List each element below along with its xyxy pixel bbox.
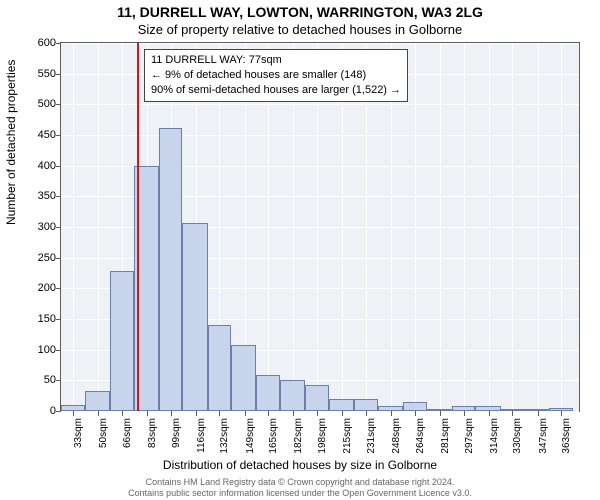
histogram-bar (231, 345, 256, 411)
histogram-bar (378, 406, 403, 411)
y-tick-label: 600 (26, 37, 56, 49)
x-tick-label: 363sqm (561, 418, 572, 456)
y-tick-label: 300 (26, 221, 56, 233)
x-tick-label: 314sqm (489, 418, 500, 456)
y-axis-label: Number of detached properties (4, 60, 18, 225)
x-tick-label: 50sqm (98, 418, 109, 456)
histogram-bar (159, 128, 183, 411)
histogram-bar (452, 406, 476, 411)
x-tick-label: 215sqm (342, 418, 353, 456)
x-tick-label: 132sqm (219, 418, 230, 456)
y-tick-label: 0 (26, 405, 56, 417)
histogram-bar (280, 380, 305, 411)
y-tick-label: 550 (26, 68, 56, 80)
y-tick-label: 350 (26, 190, 56, 202)
x-tick-label: 248sqm (391, 418, 402, 456)
x-tick-label: 297sqm (464, 418, 475, 456)
histogram-bar (256, 375, 280, 411)
plot-area: 11 DURRELL WAY: 77sqm← 9% of detached ho… (60, 42, 580, 412)
x-tick-label: 116sqm (196, 418, 207, 456)
footer-line-1: Contains HM Land Registry data © Crown c… (0, 477, 600, 487)
histogram-bar (85, 391, 110, 411)
y-tick-label: 100 (26, 344, 56, 356)
x-tick-label: 330sqm (512, 418, 523, 456)
chart-subtitle: Size of property relative to detached ho… (0, 22, 600, 37)
histogram-bar (305, 385, 329, 411)
y-tick-label: 400 (26, 160, 56, 172)
histogram-bar (354, 399, 378, 411)
histogram-bar (182, 223, 207, 411)
x-tick-label: 83sqm (147, 418, 158, 456)
x-tick-label: 231sqm (366, 418, 377, 456)
histogram-bar (329, 399, 354, 411)
histogram-bar (208, 325, 232, 411)
info-line-2: ← 9% of detached houses are smaller (148… (151, 68, 401, 83)
histogram-bar (549, 408, 573, 411)
x-tick-label: 264sqm (415, 418, 426, 456)
x-tick-label: 281sqm (440, 418, 451, 456)
histogram-bar (501, 409, 525, 411)
histogram-bar (403, 402, 427, 411)
property-size-chart: 11, DURRELL WAY, LOWTON, WARRINGTON, WA3… (0, 0, 600, 500)
y-tick-label: 500 (26, 98, 56, 110)
info-line-3: 90% of semi-detached houses are larger (… (151, 83, 401, 98)
y-tick-label: 200 (26, 282, 56, 294)
footer-line-2: Contains public sector information licen… (0, 488, 600, 498)
x-tick-label: 182sqm (293, 418, 304, 456)
x-tick-label: 198sqm (317, 418, 328, 456)
histogram-bar (475, 406, 500, 411)
info-line-1: 11 DURRELL WAY: 77sqm (151, 53, 401, 68)
x-tick-label: 149sqm (245, 418, 256, 456)
y-tick-label: 250 (26, 252, 56, 264)
x-tick-label: 33sqm (73, 418, 84, 456)
info-box: 11 DURRELL WAY: 77sqm← 9% of detached ho… (144, 49, 408, 102)
x-axis-label: Distribution of detached houses by size … (0, 458, 600, 472)
histogram-bar (110, 271, 134, 411)
chart-footer: Contains HM Land Registry data © Crown c… (0, 477, 600, 498)
y-tick-label: 450 (26, 129, 56, 141)
chart-title: 11, DURRELL WAY, LOWTON, WARRINGTON, WA3… (0, 4, 600, 20)
y-tick-label: 50 (26, 374, 56, 386)
x-tick-label: 66sqm (122, 418, 133, 456)
x-tick-label: 347sqm (538, 418, 549, 456)
histogram-bar (61, 405, 85, 411)
reference-line (137, 43, 139, 411)
histogram-bar (427, 409, 452, 411)
x-tick-label: 165sqm (268, 418, 279, 456)
histogram-bar (524, 409, 549, 411)
y-tick-label: 150 (26, 313, 56, 325)
x-tick-label: 99sqm (171, 418, 182, 456)
